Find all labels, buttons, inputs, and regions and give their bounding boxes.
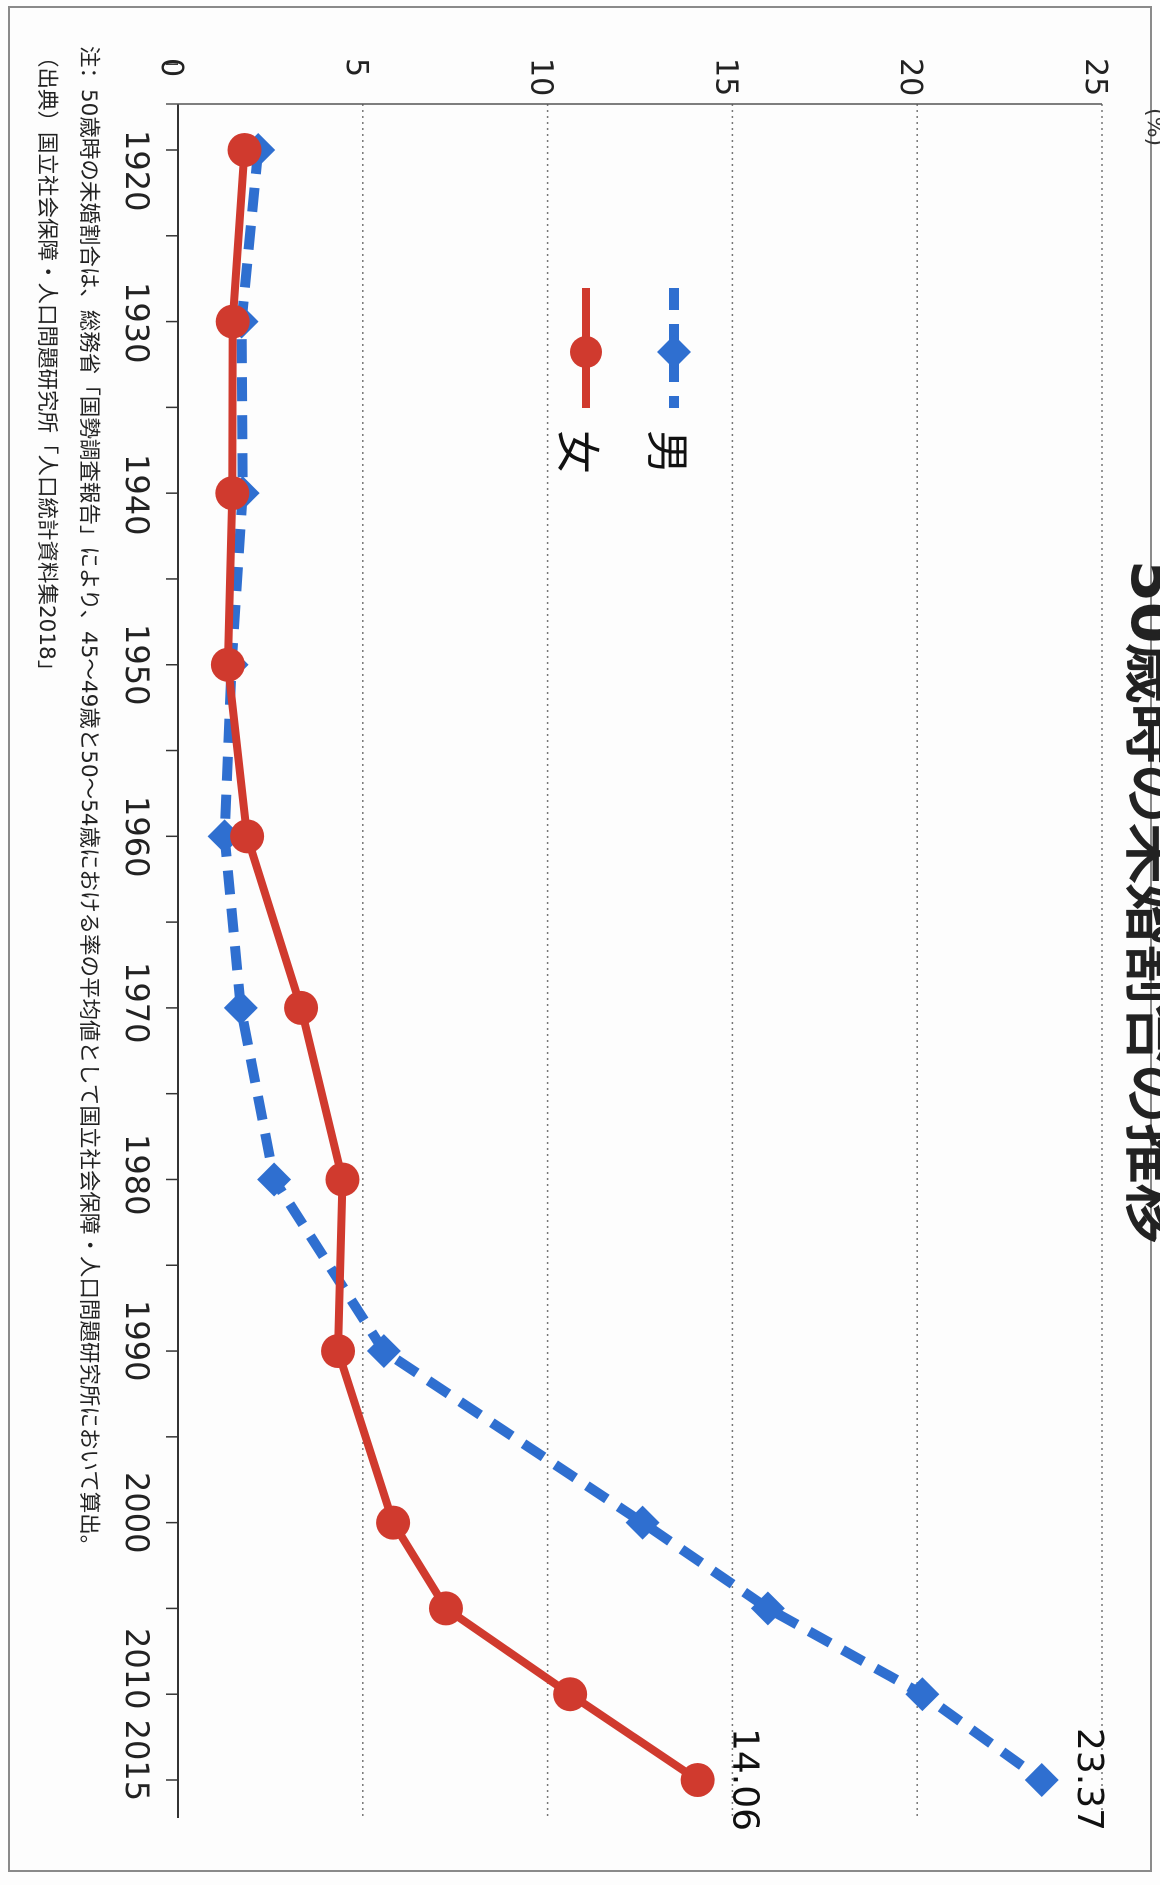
point-female-2010 [553, 1677, 588, 1712]
point-male-1970 [223, 990, 258, 1025]
y-tick-label-15: 15 [708, 58, 743, 96]
point-female-1960 [230, 819, 265, 854]
data-label-male: 23.37 [1069, 1728, 1110, 1831]
point-female-1980 [325, 1162, 360, 1197]
y-tick-label-5: 5 [339, 58, 374, 77]
x-tick-label-1980: 1980 [118, 1134, 156, 1215]
series-line-female [223, 149, 700, 1784]
y-unit-label: (%) [1142, 108, 1160, 146]
x-tick-label-1970: 1970 [118, 962, 156, 1043]
point-male-2000 [625, 1505, 660, 1540]
point-female-2015 [680, 1763, 715, 1797]
legend: 男 女 [551, 288, 692, 474]
point-female-1950 [210, 647, 245, 682]
series [207, 133, 1059, 1797]
point-female-1940 [215, 476, 250, 511]
annotations: 23.37 14.06 [725, 1728, 1110, 1831]
point-male-1990 [366, 1334, 401, 1369]
y-tick-label-10: 10 [524, 58, 559, 96]
y-tick-labels: 0 5 10 15 20 25 [154, 58, 1113, 96]
x-tick-label-1990: 1990 [118, 1300, 156, 1381]
x-tick-label-2010-2015: 2010 2015 [118, 1628, 156, 1801]
point-male-2015 [1024, 1763, 1059, 1797]
legend-item-female: 女 [551, 288, 602, 474]
legend-male-label: 男 [641, 430, 692, 474]
x-tick-label-2000: 2000 [118, 1472, 156, 1553]
legend-female-label: 女 [551, 430, 602, 474]
y-tick-label-0: 0 [154, 58, 189, 77]
axes [166, 103, 1102, 1818]
point-female-1920 [227, 133, 262, 167]
chart-title-fragment: 50歳時の未婚割合の推移 [1117, 560, 1160, 1244]
x-tick-label-1920: 1920 [118, 130, 156, 211]
legend-item-male: 男 [641, 288, 692, 474]
y-tick-label-25: 25 [1078, 58, 1113, 96]
x-tick-labels: 1920 1930 1940 1950 1960 1970 1980 1990 2000 2010… [118, 63, 178, 1801]
x-tick-label-1950: 1950 [118, 624, 156, 705]
x-tick-label-1930: 1930 [118, 282, 156, 363]
legend-male-marker [657, 335, 691, 369]
point-male-2010 [905, 1677, 940, 1712]
chart-frame [8, 6, 1152, 1872]
point-female-1990 [321, 1334, 356, 1369]
gridlines [362, 104, 1103, 1818]
x-tick-label-1960: 1960 [118, 796, 156, 877]
point-female-1970 [284, 990, 319, 1025]
point-male-2005 [750, 1591, 785, 1626]
point-female-1930 [215, 304, 250, 339]
x-tick-label-1940: 1940 [118, 454, 156, 535]
y-tick-label-20: 20 [893, 58, 928, 96]
point-male-1980 [257, 1162, 292, 1197]
series-line-male [219, 149, 1045, 1785]
data-label-female: 14.06 [725, 1728, 766, 1831]
point-female-2005 [428, 1591, 463, 1626]
point-female-2000 [376, 1505, 411, 1540]
legend-female-marker [570, 336, 602, 368]
source-text: （出典）国立社会保障・人口問題研究所「人口統計資料集2018」 [34, 46, 59, 681]
note-text: 注：50歳時の未婚割合は、総務省「国勢調査報告」により、45～49歳と50～54… [76, 46, 101, 1556]
